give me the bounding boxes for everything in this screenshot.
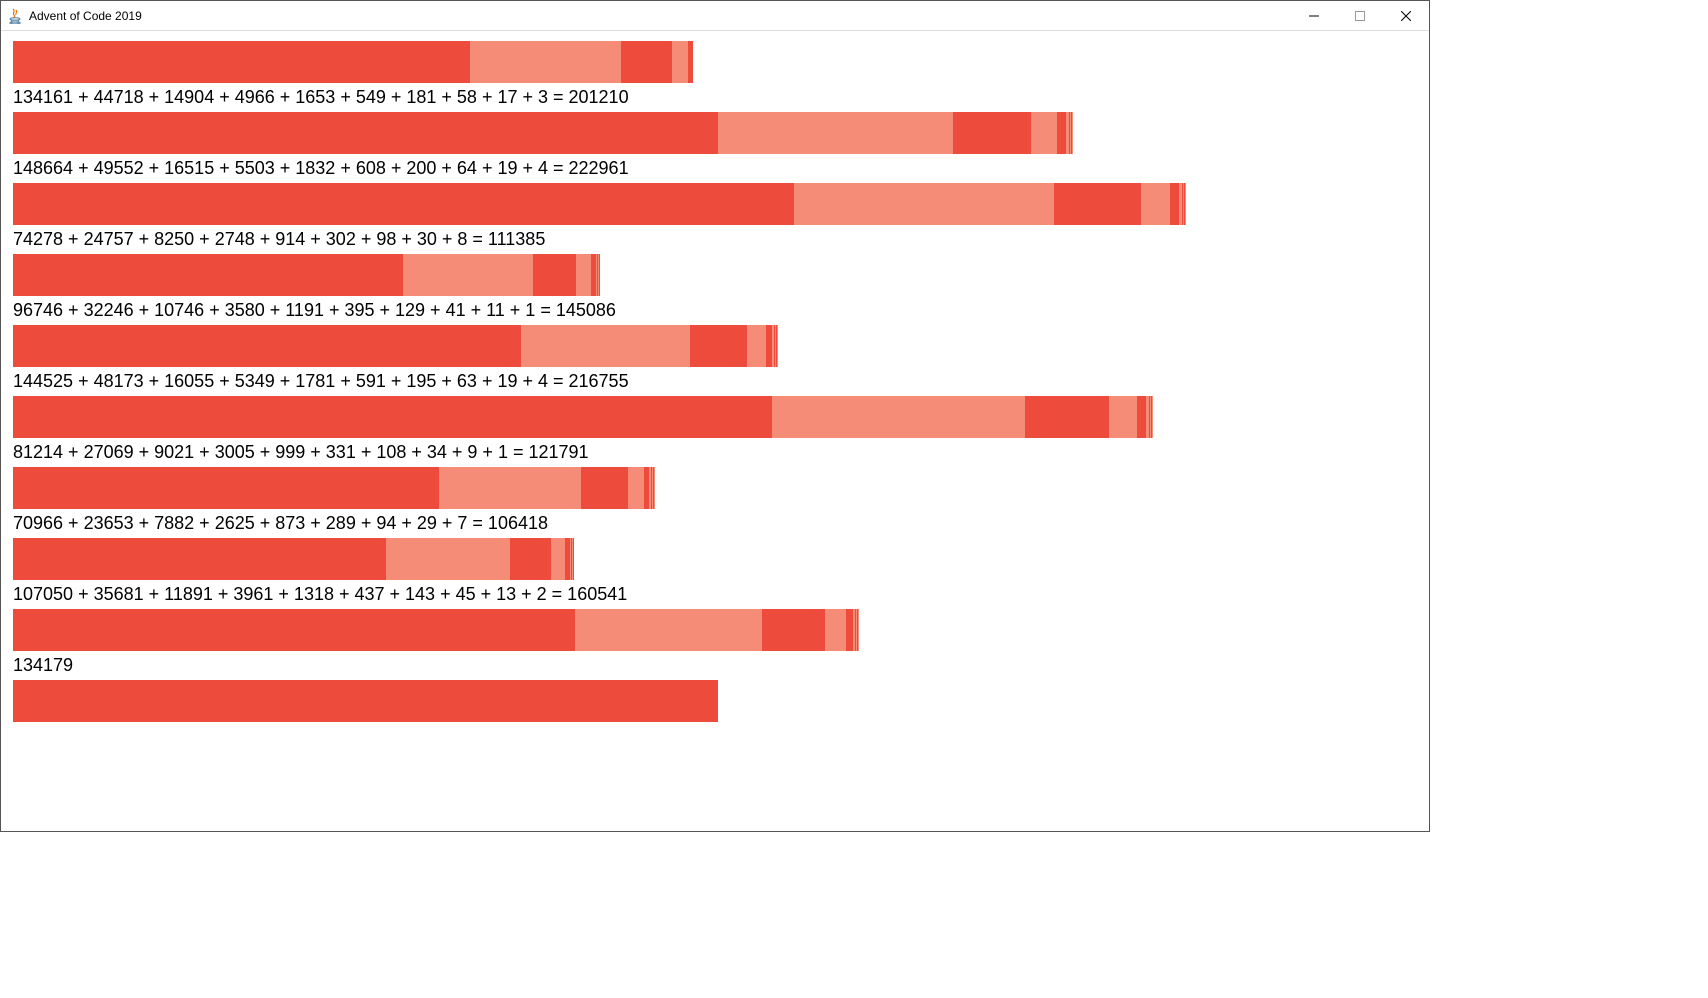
bar-segment [858, 609, 859, 651]
bar-segment [13, 254, 403, 296]
bar-segment [1152, 396, 1153, 438]
bar-label: 70966 + 23653 + 7882 + 2625 + 873 + 289 … [13, 513, 1417, 534]
bar-segment [551, 538, 565, 580]
bar-segment [953, 112, 1031, 154]
bar-segment [13, 183, 794, 225]
bar-segment [13, 41, 470, 83]
bar-segment [573, 538, 574, 580]
bar-segment [621, 41, 671, 83]
bar-segment [762, 609, 824, 651]
bar-segment [1185, 183, 1186, 225]
bar-segment [1054, 183, 1141, 225]
bar-segment [672, 41, 688, 83]
bar-segment [599, 254, 600, 296]
stacked-bar [13, 41, 1417, 83]
bar-segment [1109, 396, 1137, 438]
bar-label: 74278 + 24757 + 8250 + 2748 + 914 + 302 … [13, 229, 1417, 250]
bar-segment [533, 254, 576, 296]
bar-label: 148664 + 49552 + 16515 + 5503 + 1832 + 6… [13, 158, 1417, 179]
bar-segment [1025, 396, 1109, 438]
bar-segment [777, 325, 778, 367]
minimize-button[interactable] [1291, 1, 1337, 31]
bar-segment [575, 609, 762, 651]
app-window: Advent of Code 2019 134161 + 44718 + 149… [0, 0, 1430, 832]
stacked-bar [13, 254, 1417, 296]
bar-segment [794, 183, 1054, 225]
bar-segment [825, 609, 846, 651]
close-button[interactable] [1383, 1, 1429, 31]
bar-segment [13, 467, 439, 509]
stacked-bar [13, 467, 1417, 509]
bar-segment [470, 41, 621, 83]
bar-segment [521, 325, 690, 367]
java-icon [7, 8, 23, 24]
bar-segment [846, 609, 853, 651]
bar-segment [688, 41, 693, 83]
bar-label: 144525 + 48173 + 16055 + 5349 + 1781 + 5… [13, 371, 1417, 392]
bar-segment [13, 538, 386, 580]
bar-segment [576, 254, 590, 296]
bar-label: 96746 + 32246 + 10746 + 3580 + 1191 + 39… [13, 300, 1417, 321]
bar-segment [747, 325, 766, 367]
bar-label: 134161 + 44718 + 14904 + 4966 + 1653 + 5… [13, 87, 1417, 108]
bar-segment [628, 467, 644, 509]
stacked-bar [13, 183, 1417, 225]
bar-segment [654, 467, 655, 509]
bar-segment [1031, 112, 1057, 154]
bar-segment [13, 396, 772, 438]
bar-segment [1137, 396, 1146, 438]
bar-segment [439, 467, 581, 509]
bar-segment [13, 325, 521, 367]
bar-segment [13, 112, 718, 154]
stacked-bar [13, 609, 1417, 651]
window-title: Advent of Code 2019 [29, 9, 142, 23]
bar-segment [581, 467, 628, 509]
bar-segment [403, 254, 533, 296]
stacked-bar [13, 396, 1417, 438]
bar-segment [718, 112, 953, 154]
titlebar: Advent of Code 2019 [1, 1, 1429, 31]
bar-label: 107050 + 35681 + 11891 + 3961 + 1318 + 4… [13, 584, 1417, 605]
bar-segment [13, 680, 718, 722]
bar-segment [772, 396, 1025, 438]
bar-segment [1072, 112, 1073, 154]
bar-segment [1141, 183, 1170, 225]
maximize-button[interactable] [1337, 1, 1383, 31]
bar-segment [1170, 183, 1180, 225]
bar-label: 134179 [13, 655, 1417, 676]
bar-segment [690, 325, 746, 367]
stacked-bar [13, 112, 1417, 154]
stacked-bar [13, 325, 1417, 367]
bar-segment [510, 538, 551, 580]
bar-segment [13, 609, 575, 651]
bar-segment [1057, 112, 1066, 154]
stacked-bar [13, 680, 1417, 722]
bar-segment [386, 538, 510, 580]
stacked-bar [13, 538, 1417, 580]
bar-label: 81214 + 27069 + 9021 + 3005 + 999 + 331 … [13, 442, 1417, 463]
chart-panel: 134161 + 44718 + 14904 + 4966 + 1653 + 5… [1, 31, 1429, 831]
